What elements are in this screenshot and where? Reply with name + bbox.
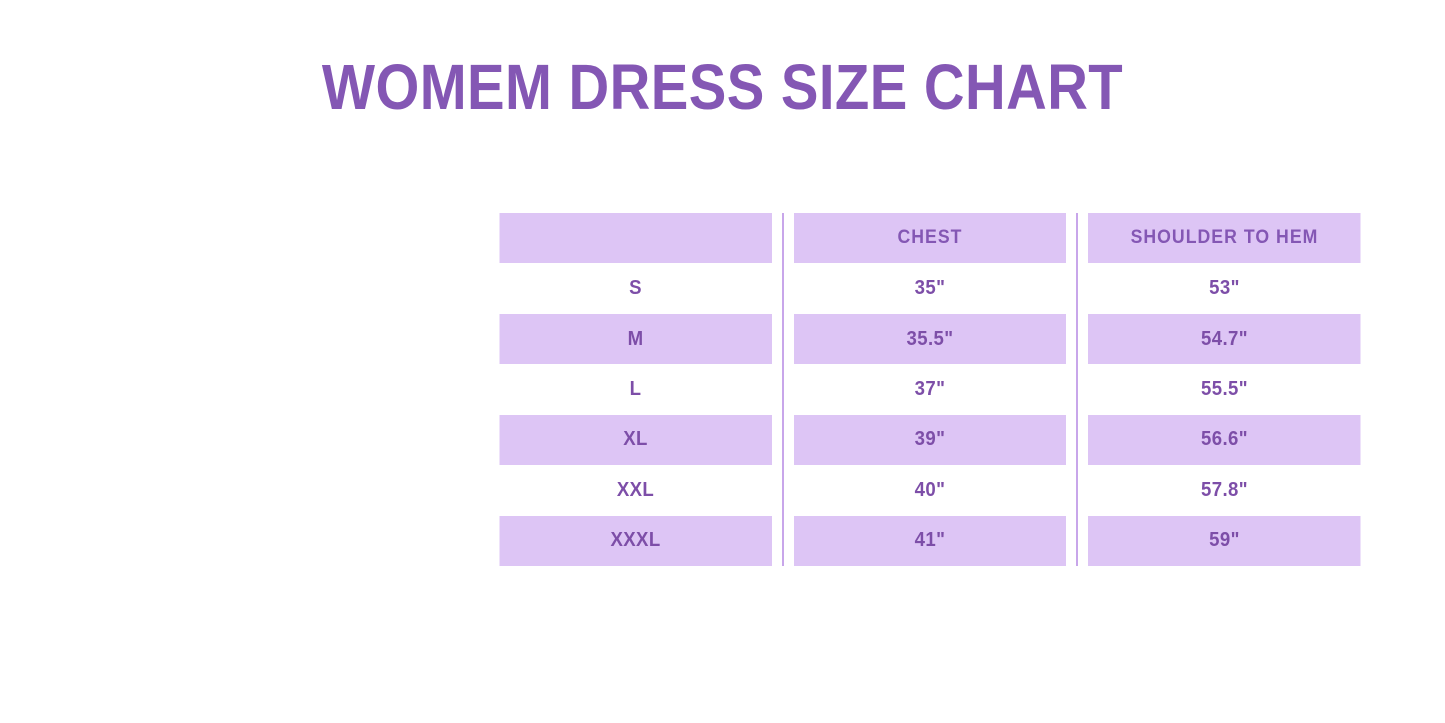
column-header-shoulder-to-hem: SHOULDER TO HEM bbox=[1086, 213, 1361, 264]
cell-chest: 39" bbox=[792, 414, 1067, 466]
table-row: XXXL 41" 59" bbox=[489, 515, 1371, 566]
size-chart-table-container: CHEST SHOULDER TO HEM S 35" 53" M 35.5" … bbox=[489, 213, 1371, 566]
cell-size: XL bbox=[499, 414, 773, 466]
table-header-row: CHEST SHOULDER TO HEM bbox=[489, 213, 1371, 264]
table-row: XXL 40" 57.8" bbox=[489, 465, 1371, 516]
column-header-chest: CHEST bbox=[792, 213, 1067, 264]
cell-shoulder-to-hem: 59" bbox=[1086, 515, 1361, 566]
size-chart-table: CHEST SHOULDER TO HEM S 35" 53" M 35.5" … bbox=[489, 213, 1371, 566]
cell-chest: 37" bbox=[792, 364, 1067, 415]
cell-shoulder-to-hem: 57.8" bbox=[1086, 465, 1361, 516]
page-title: WOMEM DRESS SIZE CHART bbox=[321, 51, 1124, 123]
cell-chest: 35" bbox=[792, 263, 1067, 314]
table-body: S 35" 53" M 35.5" 54.7" L 37" 55.5" XL 3… bbox=[489, 263, 1371, 566]
table-row: XL 39" 56.6" bbox=[489, 414, 1371, 466]
column-header-size bbox=[499, 213, 773, 264]
cell-size: L bbox=[499, 364, 773, 415]
cell-shoulder-to-hem: 53" bbox=[1086, 263, 1361, 314]
table-row: S 35" 53" bbox=[489, 263, 1371, 314]
cell-size: XXXL bbox=[499, 515, 773, 566]
cell-shoulder-to-hem: 56.6" bbox=[1086, 414, 1361, 466]
cell-chest: 35.5" bbox=[792, 313, 1067, 365]
cell-size: S bbox=[499, 263, 773, 314]
cell-shoulder-to-hem: 55.5" bbox=[1086, 364, 1361, 415]
table-row: M 35.5" 54.7" bbox=[489, 313, 1371, 365]
cell-size: M bbox=[499, 313, 773, 365]
cell-size: XXL bbox=[499, 465, 773, 516]
table-row: L 37" 55.5" bbox=[489, 364, 1371, 415]
cell-chest: 40" bbox=[792, 465, 1067, 516]
cell-chest: 41" bbox=[792, 515, 1067, 566]
cell-shoulder-to-hem: 54.7" bbox=[1086, 313, 1361, 365]
table-header: CHEST SHOULDER TO HEM bbox=[489, 213, 1371, 264]
